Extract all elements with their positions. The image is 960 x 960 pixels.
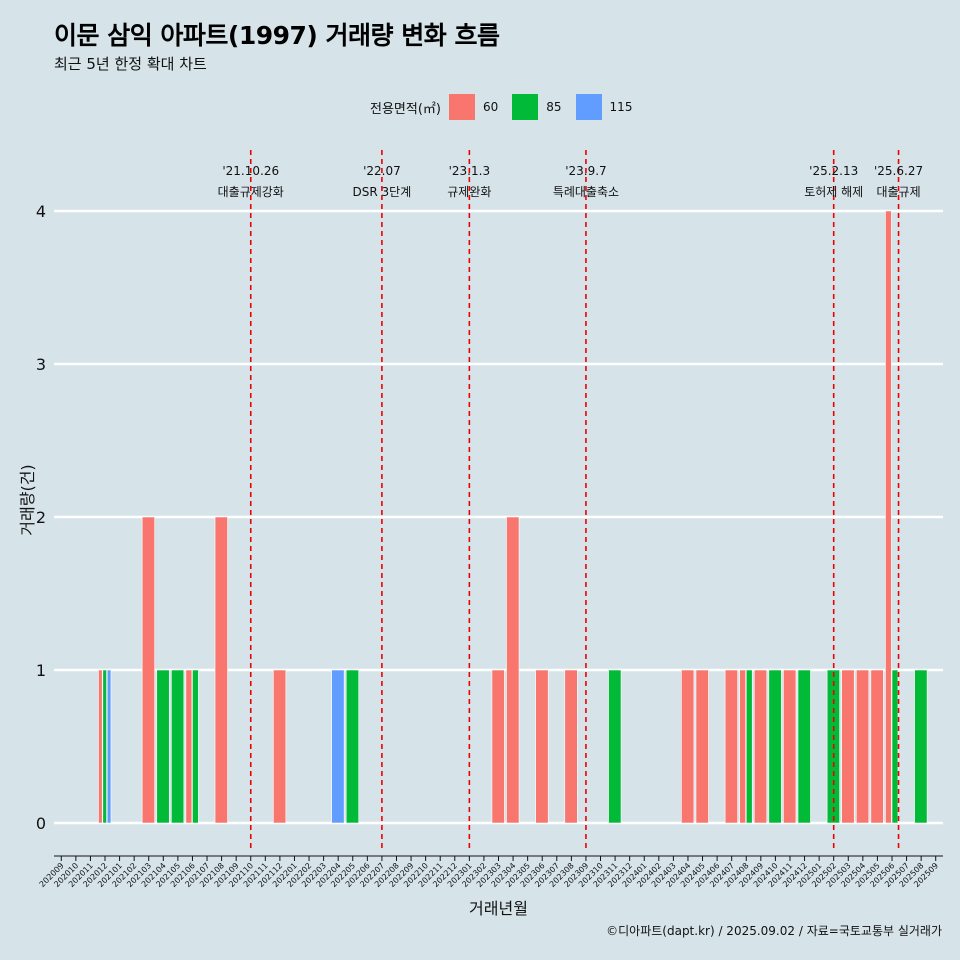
y-tick-label: 4 xyxy=(36,202,46,221)
source-caption: ©디아파트(dapt.kr) / 2025.09.02 / 자료=국토교통부 실… xyxy=(606,924,942,938)
event-label: 대출규제 xyxy=(876,185,920,199)
event-date: '23.1.3 xyxy=(449,164,490,178)
event-date: '21.10.26 xyxy=(222,164,279,178)
bar-85-202410 xyxy=(768,669,782,824)
event-date: '23.9.7 xyxy=(565,164,606,178)
bar-60-202506 xyxy=(885,210,892,824)
bar-115-202012 xyxy=(106,669,112,824)
legend-label-115: 115 xyxy=(609,100,633,114)
chart-title: 이문 삼익 아파트(1997) 거래량 변화 흐름 xyxy=(54,21,500,50)
bar-85-202105 xyxy=(171,669,185,824)
y-tick-label: 0 xyxy=(36,814,46,833)
bar-60-202108 xyxy=(214,516,228,824)
bar-85-202106 xyxy=(192,669,199,824)
bar-60-202408 xyxy=(739,669,746,824)
event-label: 특례대출축소 xyxy=(553,185,619,199)
legend-swatch-115 xyxy=(575,94,602,120)
bar-85-202508 xyxy=(914,669,928,824)
bar-60-202304 xyxy=(506,516,520,824)
bar-60-202503 xyxy=(841,669,855,824)
legend-label-85: 85 xyxy=(546,100,562,114)
bar-60-202404 xyxy=(681,669,695,824)
legend-swatch-60 xyxy=(448,94,475,120)
bar-85-202012 xyxy=(102,669,107,824)
bar-60-202308 xyxy=(564,669,578,824)
bar-60-202504 xyxy=(855,669,870,824)
legend-label-60: 60 xyxy=(482,100,499,114)
bar-85-202412 xyxy=(797,669,811,824)
event-label: 규제완화 xyxy=(447,185,491,199)
bar-60-202012 xyxy=(98,669,103,824)
bar-60-202103 xyxy=(141,516,155,824)
event-label: 토허제 해제 xyxy=(804,185,863,199)
y-axis-title: 거래량(건) xyxy=(18,464,37,535)
legend-title: 전용면적(㎡) xyxy=(370,101,441,117)
bar-60-202409 xyxy=(753,669,768,824)
bar-85-202506 xyxy=(891,669,899,824)
legend-swatch-85 xyxy=(512,94,539,120)
bar-60-202411 xyxy=(783,669,797,824)
bar-85-202408 xyxy=(745,669,753,824)
bar-115-202204 xyxy=(331,669,345,824)
bar-85-202205 xyxy=(345,669,360,824)
x-axis-title: 거래년월 xyxy=(469,899,528,918)
event-date: '25.6.27 xyxy=(874,164,923,178)
chart-subtitle: 최근 5년 한정 확대 차트 xyxy=(54,55,207,73)
bar-60-202505 xyxy=(870,669,884,824)
y-tick-label: 2 xyxy=(36,508,46,527)
legend: 전용면적(㎡) 60 85 115 xyxy=(370,93,646,121)
event-date: '22.07 xyxy=(363,164,401,178)
bar-85-202311 xyxy=(608,669,622,824)
bar-60-202112 xyxy=(273,669,287,824)
y-tick-label: 1 xyxy=(36,661,46,680)
bar-60-202405 xyxy=(695,669,709,824)
bar-60-202303 xyxy=(491,669,505,824)
bar-60-202407 xyxy=(724,669,738,824)
bar-85-202104 xyxy=(156,669,170,824)
bar-60-202306 xyxy=(535,669,549,824)
event-date: '25.2.13 xyxy=(809,164,858,178)
event-label: 대출규제강화 xyxy=(218,185,284,199)
bar-60-202106 xyxy=(185,669,193,824)
y-tick-label: 3 xyxy=(36,355,46,374)
event-label: DSR 3단계 xyxy=(353,185,412,199)
